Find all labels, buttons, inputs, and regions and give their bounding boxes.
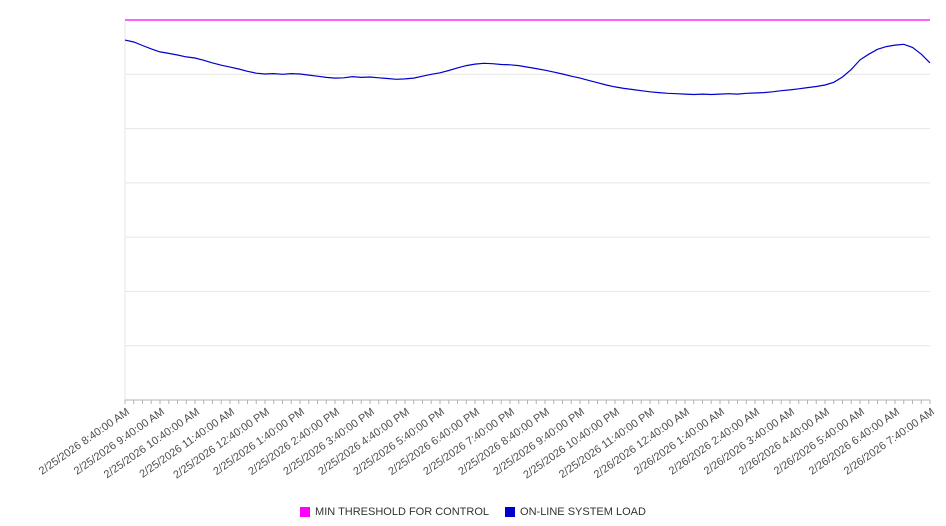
series-line-on-line-system-load (124, 39, 931, 96)
legend-label-min-threshold: MIN THRESHOLD FOR CONTROL (315, 506, 490, 518)
legend-label-system-load: ON-LINE SYSTEM LOAD (520, 506, 646, 518)
legend: MIN THRESHOLD FOR CONTROL ON-LINE SYSTEM… (0, 506, 946, 518)
legend-swatch-system-load-icon (505, 507, 516, 517)
legend-swatch-min-threshold-icon (300, 507, 311, 517)
legend-item-system-load[interactable]: ON-LINE SYSTEM LOAD (505, 506, 646, 518)
legend-item-min-threshold[interactable]: MIN THRESHOLD FOR CONTROL (300, 506, 489, 518)
